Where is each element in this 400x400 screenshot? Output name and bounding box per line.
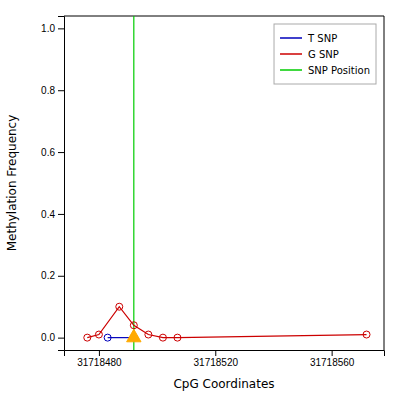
- x-tick-label: 31718520: [194, 357, 239, 368]
- plot-area: [84, 16, 370, 350]
- y-tick-mark: [58, 28, 64, 29]
- y-tick-label: 0.6: [41, 147, 55, 158]
- y-tick-label: 0.8: [41, 85, 55, 96]
- y-tick-mark: [58, 276, 64, 277]
- y-tick-label: 0.0: [41, 332, 55, 343]
- marker: [159, 334, 166, 341]
- marker: [127, 329, 141, 341]
- x-tick-label: 31718560: [310, 357, 355, 368]
- y-axis-title: Methylation Frequency: [5, 115, 19, 252]
- series: [133, 16, 134, 350]
- series: [127, 329, 141, 341]
- legend-label: G SNP: [308, 49, 339, 60]
- marker: [116, 303, 123, 310]
- y-tick-label: 0.2: [41, 270, 55, 281]
- y-tick-label: 1.0: [41, 23, 55, 34]
- frame: [384, 16, 385, 350]
- marker: [145, 331, 152, 338]
- x-tick: 31718560: [310, 350, 355, 368]
- y-tick-label: 0.4: [41, 209, 55, 220]
- y-tick: 0.8: [41, 85, 64, 96]
- y-axis-line: [58, 17, 65, 351]
- y-tick: 0.4: [41, 209, 64, 220]
- legend-label: SNP Position: [308, 65, 370, 76]
- frame: [64, 16, 384, 17]
- x-tick: 31718480: [77, 350, 122, 368]
- y-tick-mark: [58, 338, 64, 339]
- legend: T SNP G SNP SNP Position: [274, 24, 376, 84]
- legend-key: [280, 69, 302, 71]
- y-tick: 1.0: [41, 23, 64, 34]
- marker: [363, 331, 370, 338]
- vertical-line: [133, 16, 134, 350]
- x-tick-label: 31718480: [77, 357, 122, 368]
- x-tick-mark: [332, 350, 333, 356]
- marker: [84, 334, 91, 341]
- legend-key: [280, 53, 302, 55]
- y-axis: 0.0 0.2 0.4 0.6 0.8 1.0: [41, 17, 64, 351]
- y-tick-mark: [58, 90, 64, 91]
- y-tick: 0.2: [41, 270, 64, 281]
- marker: [104, 334, 111, 341]
- marker: [174, 334, 181, 341]
- y-tick-mark: [58, 214, 64, 215]
- x-tick: 31718520: [194, 350, 239, 368]
- y-tick: 0.0: [41, 332, 64, 343]
- x-axis-title: CpG Coordinates: [173, 377, 274, 391]
- y-tick: 0.6: [41, 147, 64, 158]
- marker: [95, 331, 102, 338]
- legend-label: T SNP: [307, 33, 337, 44]
- marker: [130, 322, 137, 329]
- x-tick-mark: [215, 350, 216, 356]
- chart: 31718480 31718520 31718560 0.0 0.2 0.4 0.6 0.8 1…: [0, 0, 400, 400]
- x-axis-line: [65, 351, 385, 357]
- series: [84, 303, 370, 341]
- legend-box: [274, 24, 376, 84]
- y-tick-mark: [58, 152, 64, 153]
- legend-key: [280, 37, 302, 39]
- line: [87, 307, 366, 338]
- x-tick-mark: [99, 350, 100, 356]
- x-axis: 31718480 31718520 31718560: [65, 350, 385, 368]
